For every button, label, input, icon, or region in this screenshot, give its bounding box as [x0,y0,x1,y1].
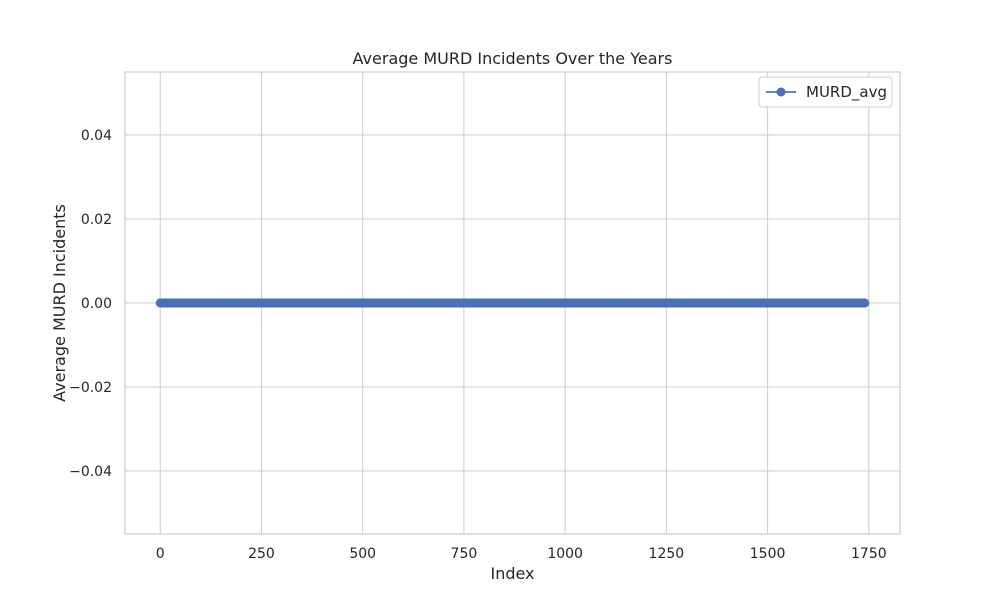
series-murd-avg [155,298,870,308]
plot-frame [124,71,901,535]
y-tick-label: 0.00 [81,296,112,312]
series-layer [155,298,870,308]
legend: MURD_avg [758,76,893,108]
x-tick-label: 750 [451,546,478,562]
x-tick-label: 1500 [750,546,786,562]
x-tick-label: 500 [349,546,376,562]
x-tick-labels: 0 250 500 750 1000 1250 1500 1750 [156,546,887,562]
x-tick-label: 0 [156,546,165,562]
y-tick-label: 0.02 [81,212,112,228]
y-tick-label: −0.02 [69,380,112,396]
y-axis-title: Average MURD Incidents [50,204,69,402]
y-tick-label: 0.04 [81,128,112,144]
chart-title: Average MURD Incidents Over the Years [353,49,673,68]
x-tick-label: 1250 [649,546,685,562]
x-tick-label: 1000 [547,546,583,562]
x-tick-label: 250 [248,546,275,562]
legend-marker-swatch [776,87,786,97]
x-tick-label: 1750 [851,546,887,562]
legend-box [758,76,893,108]
y-tick-label: −0.04 [69,464,112,480]
x-axis-title: Index [490,564,534,583]
legend-label-murd-avg: MURD_avg [806,83,887,102]
data-point [860,298,870,308]
y-tick-labels: −0.04 −0.02 0.00 0.02 0.04 [69,128,112,480]
